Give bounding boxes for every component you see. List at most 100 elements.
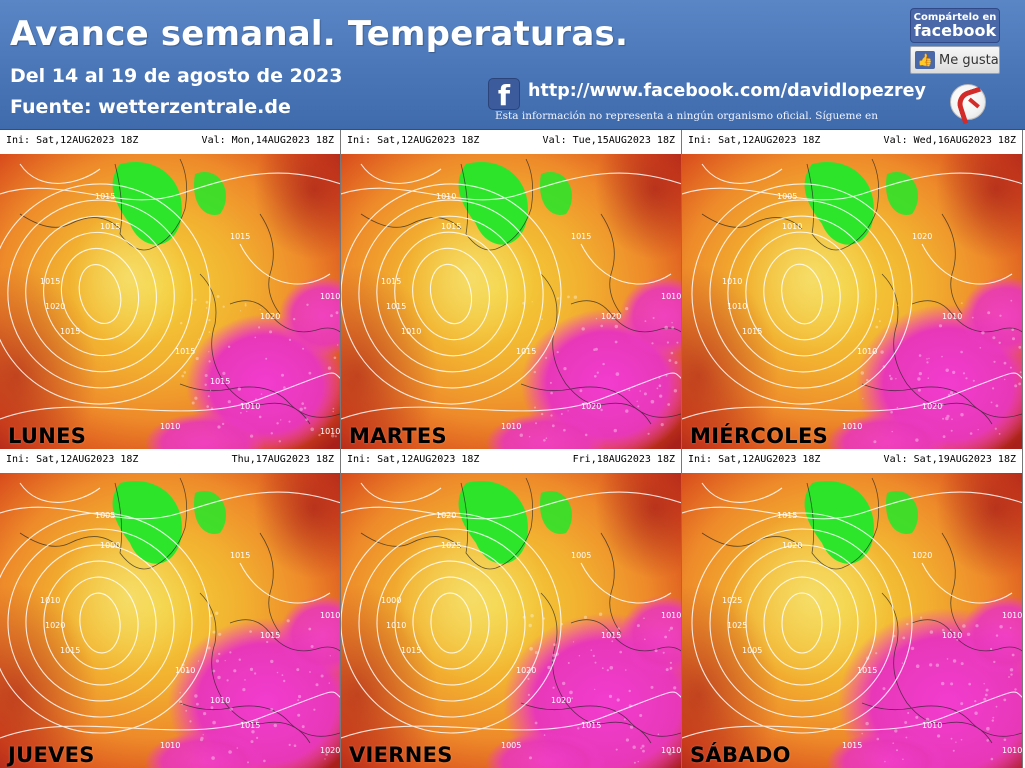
isobar-label: 1005 xyxy=(95,511,115,520)
day-label: JUEVES xyxy=(8,743,95,767)
isobar-label: 1000 xyxy=(100,541,120,550)
isobar-label: 1010 xyxy=(320,427,340,436)
isobar-label: 1010 xyxy=(661,292,681,301)
share-label: Compártelo en xyxy=(913,12,997,23)
valid-time: Val: Sat,19AUG2023 18Z xyxy=(883,454,1016,465)
isobar-label: 1010 xyxy=(501,422,521,431)
temperature-map: 1005 1010 1010 1020 1010 1015 1010 1010 1020 1010 xyxy=(682,154,1022,449)
day-label: VIERNES xyxy=(349,743,453,767)
isobar-label: 1015 xyxy=(60,646,80,655)
init-time: Ini: Sat,12AUG2023 18Z xyxy=(347,135,480,146)
panel-header: Ini: Sat,12AUG2023 18Z Val: Wed,16AUG2023… xyxy=(682,130,1022,154)
init-time: Ini: Sat,12AUG2023 18Z xyxy=(688,135,821,146)
facebook-url-link[interactable]: http://www.facebook.com/davidlopezrey xyxy=(528,81,926,101)
like-button[interactable]: 👍 Me gusta xyxy=(910,46,1000,74)
forecast-map-panel: Ini: Sat,12AUG2023 18Z Val: Wed,16AUG2023… xyxy=(682,130,1023,449)
isobar-label: 1015 xyxy=(742,327,762,336)
valid-time: Thu,17AUG2023 18Z xyxy=(231,454,334,465)
isobar-label: 1010 xyxy=(661,746,681,755)
temperature-map: 1020 1025 1000 1005 1010 1015 1015 1020 1015 1005… xyxy=(341,473,681,768)
isobar-label: 1010 xyxy=(320,292,340,301)
forecast-map-panel: Ini: Sat,12AUG2023 18Z Val: Sat,19AUG2023… xyxy=(682,449,1023,768)
isobar-label: 1015 xyxy=(571,232,591,241)
isobar-label: 1015 xyxy=(240,721,260,730)
isobar-label: 1010 xyxy=(1002,746,1022,755)
facebook-logo-icon[interactable]: f xyxy=(488,78,520,112)
isobar-label: 1000 xyxy=(381,596,401,605)
panel-header: Ini: Sat,12AUG2023 18Z Val: Sat,19AUG2023… xyxy=(682,449,1022,473)
thumbs-up-icon: 👍 xyxy=(915,51,935,69)
page-title: Avance semanal. Temperaturas. xyxy=(10,14,629,54)
valid-time: Val: Wed,16AUG2023 18Z xyxy=(883,135,1016,146)
panel-header: Ini: Sat,12AUG2023 18Z Val: Tue,15AUG2023… xyxy=(341,130,681,154)
isobar-label: 1020 xyxy=(922,402,942,411)
date-range: Del 14 al 19 de agosto de 2023 xyxy=(10,65,343,87)
isobar-label: 1025 xyxy=(441,541,461,550)
like-label: Me gusta xyxy=(939,52,999,68)
forecast-map-panel: Ini: Sat,12AUG2023 18Z Thu,17AUG2023 18Z … xyxy=(0,449,341,768)
isobar-label: 1010 xyxy=(240,402,260,411)
day-label: MIÉRCOLES xyxy=(690,424,829,448)
panel-header: Ini: Sat,12AUG2023 18Z Val: Mon,14AUG2023… xyxy=(0,130,340,154)
isobar-label: 1010 xyxy=(922,721,942,730)
isobar-label: 1015 xyxy=(100,222,120,231)
isobar-label: 1015 xyxy=(210,377,230,386)
source-credit: Fuente: wetterzentrale.de xyxy=(10,96,291,118)
brand-logo-icon[interactable] xyxy=(950,84,986,120)
isobar-label: 1015 xyxy=(441,222,461,231)
isobar-label: 1020 xyxy=(260,312,280,321)
isobar-label: 1015 xyxy=(60,327,80,336)
isobar-label: 1015 xyxy=(230,232,250,241)
isobar-label: 1010 xyxy=(40,596,60,605)
isobar-label: 1010 xyxy=(401,327,421,336)
isobar-label: 1025 xyxy=(722,596,742,605)
day-label: SÁBADO xyxy=(690,743,791,767)
valid-time: Val: Mon,14AUG2023 18Z xyxy=(201,135,334,146)
isobar-label: 1015 xyxy=(842,741,862,750)
isobar-label: 1010 xyxy=(857,347,877,356)
valid-time: Fri,18AUG2023 18Z xyxy=(572,454,675,465)
isobar-label: 1010 xyxy=(722,277,742,286)
isobar-label: 1015 xyxy=(175,347,195,356)
isobar-label: 1015 xyxy=(516,347,536,356)
forecast-map-panel: Ini: Sat,12AUG2023 18Z Val: Tue,15AUG2023… xyxy=(341,130,682,449)
isobar-label: 1020 xyxy=(912,551,932,560)
isobar-label: 1020 xyxy=(601,312,621,321)
isobar-label: 1005 xyxy=(571,551,591,560)
isobar-label: 1015 xyxy=(381,277,401,286)
init-time: Ini: Sat,12AUG2023 18Z xyxy=(6,454,139,465)
init-time: Ini: Sat,12AUG2023 18Z xyxy=(688,454,821,465)
isobar-label: 1020 xyxy=(551,696,571,705)
isobar-label: 1020 xyxy=(912,232,932,241)
isobar-label: 1005 xyxy=(742,646,762,655)
init-time: Ini: Sat,12AUG2023 18Z xyxy=(347,454,480,465)
header-banner: Avance semanal. Temperaturas. Del 14 al … xyxy=(0,0,1025,130)
isobar-label: 1020 xyxy=(320,746,340,755)
temperature-map: 1015 1020 1025 1020 1025 1005 1010 1015 1010 1015… xyxy=(682,473,1022,768)
day-label: MARTES xyxy=(349,424,447,448)
day-label: LUNES xyxy=(8,424,87,448)
isobar-label: 1015 xyxy=(40,277,60,286)
isobar-label: 1020 xyxy=(45,621,65,630)
isobar-label: 1005 xyxy=(777,192,797,201)
isobar-label: 1015 xyxy=(777,511,797,520)
isobar-label: 1010 xyxy=(320,611,340,620)
facebook-share-button[interactable]: Compártelo en facebook xyxy=(910,8,1000,43)
isobar-label: 1015 xyxy=(95,192,115,201)
isobar-label: 1020 xyxy=(45,302,65,311)
init-time: Ini: Sat,12AUG2023 18Z xyxy=(6,135,139,146)
isobar-label: 1010 xyxy=(727,302,747,311)
isobar-label: 1010 xyxy=(210,696,230,705)
temperature-map: 1015 1015 1015 1015 1020 1015 1020 1015 1010 1010… xyxy=(0,154,340,449)
isobar-label: 1015 xyxy=(401,646,421,655)
isobar-label: 1010 xyxy=(160,422,180,431)
isobar-label: 1010 xyxy=(782,222,802,231)
isobar-label: 1020 xyxy=(581,402,601,411)
isobar-label: 1025 xyxy=(727,621,747,630)
isobar-label: 1010 xyxy=(942,312,962,321)
panel-header: Ini: Sat,12AUG2023 18Z Thu,17AUG2023 18Z xyxy=(0,449,340,473)
disclaimer-text: Esta información no representa a ningún … xyxy=(495,110,878,122)
panel-header: Ini: Sat,12AUG2023 18Z Fri,18AUG2023 18Z xyxy=(341,449,681,473)
isobar-label: 1020 xyxy=(436,511,456,520)
isobar-label: 1015 xyxy=(857,666,877,675)
